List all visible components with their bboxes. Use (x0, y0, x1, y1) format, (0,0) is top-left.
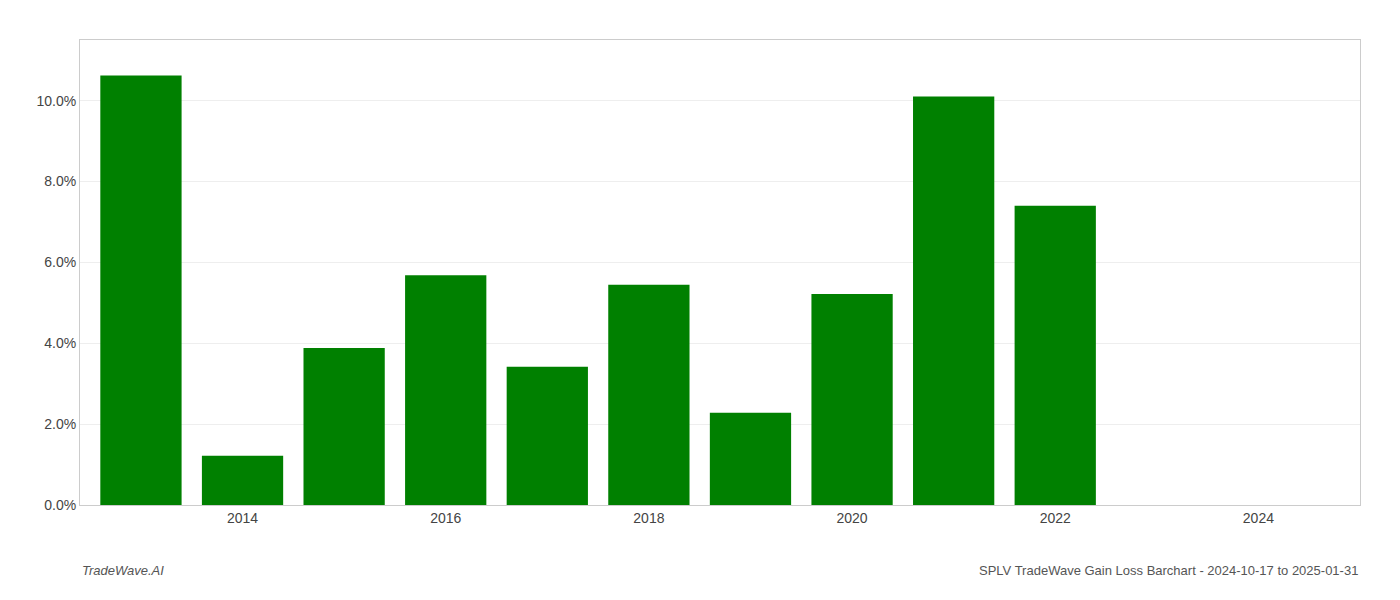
svg-text:0.0%: 0.0% (44, 497, 76, 513)
svg-text:2020: 2020 (836, 510, 867, 526)
svg-text:2022: 2022 (1040, 510, 1071, 526)
svg-text:6.0%: 6.0% (44, 254, 76, 270)
svg-text:2014: 2014 (227, 510, 258, 526)
svg-text:2024: 2024 (1243, 510, 1274, 526)
svg-text:2018: 2018 (633, 510, 664, 526)
svg-text:8.0%: 8.0% (44, 173, 76, 189)
svg-text:2.0%: 2.0% (44, 416, 76, 432)
svg-text:2016: 2016 (430, 510, 461, 526)
svg-text:SPLV TradeWave Gain Loss Barch: SPLV TradeWave Gain Loss Barchart - 2024… (979, 563, 1358, 578)
svg-text:TradeWave.AI: TradeWave.AI (82, 563, 164, 578)
svg-text:10.0%: 10.0% (36, 93, 76, 109)
svg-text:4.0%: 4.0% (44, 335, 76, 351)
